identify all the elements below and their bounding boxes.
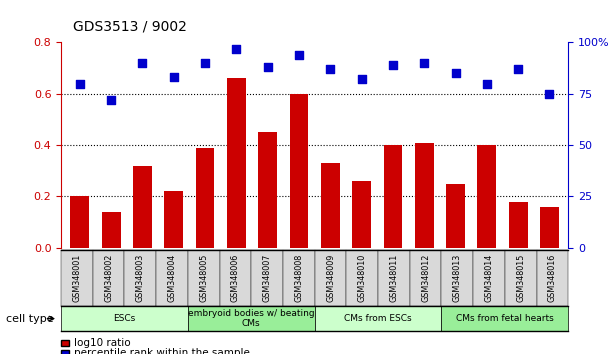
Point [482,81,492,86]
Point [451,70,461,76]
Point [357,76,367,82]
Point [169,75,178,80]
Text: GSM348005: GSM348005 [199,254,208,302]
Text: GSM348015: GSM348015 [516,254,525,302]
Text: GDS3513 / 9002: GDS3513 / 9002 [73,19,187,34]
Point [75,81,85,86]
Bar [290,94,309,248]
Text: GSM348016: GSM348016 [548,254,557,302]
Text: embryoid bodies w/ beating
CMs: embryoid bodies w/ beating CMs [188,309,315,328]
Text: GSM348002: GSM348002 [104,254,113,302]
Bar [384,145,402,248]
Bar [133,166,152,248]
Text: CMs from fetal hearts: CMs from fetal hearts [456,314,554,323]
Bar [196,148,214,248]
Text: GSM348013: GSM348013 [453,254,462,302]
Text: GSM348003: GSM348003 [136,254,145,302]
Point [137,60,147,66]
Text: ESCs: ESCs [114,314,136,323]
Bar [227,79,246,248]
Point [419,60,429,66]
Bar [164,191,183,248]
Point [388,62,398,68]
Text: GSM348014: GSM348014 [485,254,494,302]
Point [106,97,116,103]
Text: GSM348008: GSM348008 [295,254,303,302]
Bar [258,132,277,248]
Bar [509,202,527,248]
Point [294,52,304,58]
Text: GSM348001: GSM348001 [73,254,81,302]
Point [200,60,210,66]
Bar [477,145,496,248]
Bar [352,181,371,248]
Text: GSM348007: GSM348007 [263,254,272,302]
Point [544,91,554,97]
Text: cell type: cell type [6,314,54,324]
Text: GSM348011: GSM348011 [389,254,398,302]
Text: GSM348009: GSM348009 [326,254,335,302]
Text: GSM348004: GSM348004 [167,254,177,302]
Text: GSM348010: GSM348010 [357,254,367,302]
Text: percentile rank within the sample: percentile rank within the sample [74,348,250,354]
Point [263,64,273,70]
Text: GSM348012: GSM348012 [421,254,430,302]
Text: GSM348006: GSM348006 [231,254,240,302]
Point [513,66,523,72]
Point [232,46,241,51]
Bar [321,163,340,248]
Bar [446,184,465,248]
Bar [102,212,120,248]
Bar [415,143,434,248]
Text: log10 ratio: log10 ratio [74,338,131,348]
Bar [540,207,559,248]
Bar [70,196,89,248]
Point [326,66,335,72]
Text: CMs from ESCs: CMs from ESCs [344,314,412,323]
